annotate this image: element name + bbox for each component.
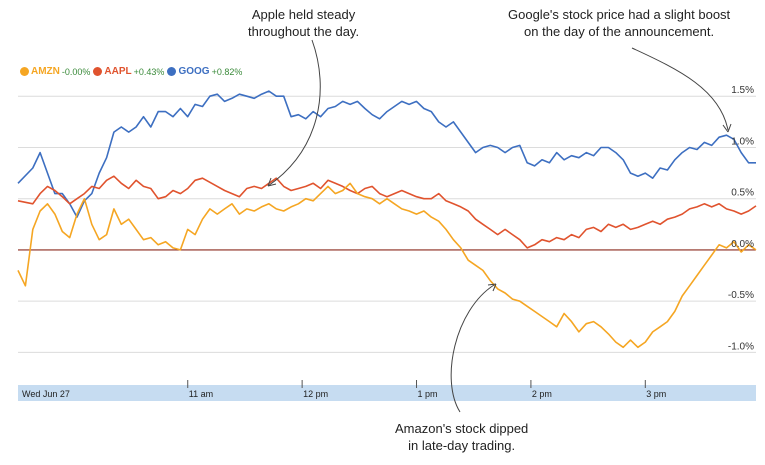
series-line-amzn: [17, 182, 757, 349]
legend-ticker: AMZN: [31, 66, 60, 77]
y-tick-label: -0.5%: [728, 290, 754, 301]
annotation-google-line-1: Google's stock price had a slight boost: [508, 7, 731, 22]
x-tick-label: 11 am: [189, 389, 213, 399]
legend-change: -0.00%: [61, 66, 91, 77]
x-tick-label: 12 pm: [303, 389, 328, 399]
x-axis-band: [18, 385, 756, 401]
chart-legend: AMZN -0.00% AAPL +0.43% GOOG +0.82%: [20, 66, 245, 79]
annotation-arrows: [267, 39, 732, 413]
y-tick-label: 1.5%: [731, 85, 754, 96]
y-tick-label: 0.0%: [731, 239, 754, 250]
series-line-goog: [17, 90, 756, 218]
annotation-google: Google's stock price had a slight boost …: [508, 6, 730, 40]
annotation-apple: Apple held steady throughout the day.: [248, 6, 359, 40]
apple-arrow: [267, 39, 321, 187]
x-tick-label: 1 pm: [418, 389, 438, 399]
x-tick-label: Wed Jun 27: [22, 389, 70, 399]
legend-item-aapl[interactable]: AAPL +0.43%: [93, 66, 164, 77]
google-arrowhead: [722, 123, 732, 133]
x-axis-ticks: Wed Jun 27 11 am 12 pm 1 pm 2 pm 3 pm: [22, 380, 666, 399]
amazon-arrowhead: [487, 283, 497, 292]
legend-item-goog[interactable]: GOOG +0.82%: [167, 66, 242, 77]
legend-change: +0.82%: [211, 66, 243, 77]
y-tick-label: 1.0%: [731, 136, 754, 147]
chart-series: [17, 90, 757, 349]
y-tick-label: -1.0%: [728, 341, 754, 352]
legend-dot: [167, 67, 177, 76]
legend-dot: [93, 67, 103, 76]
legend-change: +0.43%: [133, 66, 165, 77]
legend-ticker: AAPL: [104, 66, 132, 77]
legend-ticker: GOOG: [178, 66, 210, 77]
annotation-google-line-2: on the day of the announcement.: [524, 24, 715, 39]
annotation-apple-line-1: Apple held steady: [251, 7, 356, 22]
apple-arrowhead: [267, 177, 277, 187]
series-line-aapl: [17, 175, 757, 249]
y-axis-ticks: 1.5% 1.0% 0.5% 0.0% -0.5% -1.0%: [728, 85, 754, 352]
annotation-amazon-line-1: Amazon's stock dipped: [395, 421, 529, 436]
annotation-amazon: Amazon's stock dipped in late-day tradin…: [395, 420, 528, 454]
x-tick-label: 3 pm: [646, 389, 666, 399]
x-tick-label: 2 pm: [532, 389, 552, 399]
google-arrow: [631, 47, 729, 131]
y-tick-label: 0.5%: [731, 188, 754, 199]
amazon-arrow: [450, 284, 495, 413]
legend-dot: [20, 67, 29, 76]
annotation-apple-line-2: throughout the day.: [248, 24, 360, 39]
annotation-amazon-line-2: in late-day trading.: [408, 438, 516, 453]
legend-item-amzn[interactable]: AMZN -0.00%: [20, 66, 90, 77]
